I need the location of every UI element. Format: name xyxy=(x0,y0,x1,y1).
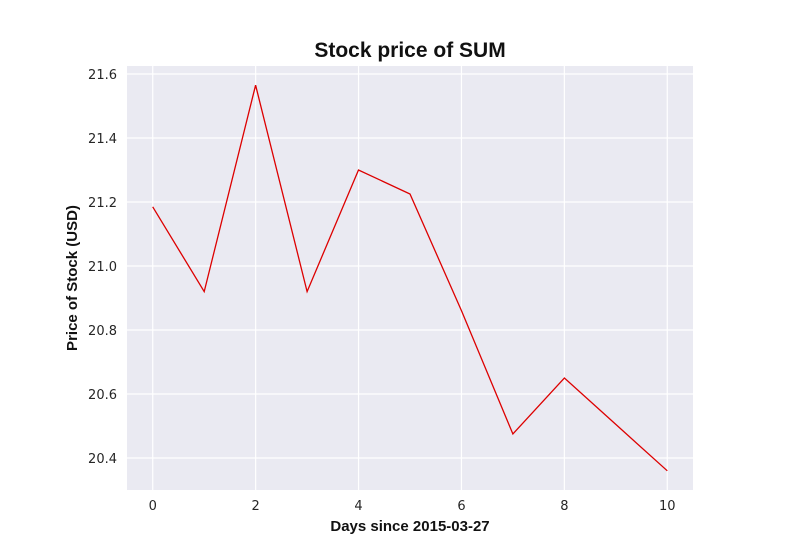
x-axis-label: Days since 2015-03-27 xyxy=(330,518,489,535)
x-tick-label: 8 xyxy=(560,499,568,514)
grid-lines xyxy=(127,66,693,490)
x-tick-label: 10 xyxy=(659,499,676,514)
x-tick-label: 0 xyxy=(149,499,157,514)
y-tick-label: 21.6 xyxy=(88,68,117,83)
chart-title: Stock price of SUM xyxy=(314,39,505,62)
plot-area xyxy=(127,66,693,490)
x-tick-label: 2 xyxy=(251,499,259,514)
y-tick-label: 21.0 xyxy=(88,260,117,275)
x-tick-label: 4 xyxy=(354,499,362,514)
y-axis-label: Price of Stock (USD) xyxy=(64,205,81,351)
y-tick-label: 21.4 xyxy=(88,132,117,147)
y-tick-label: 20.4 xyxy=(88,452,117,467)
x-tick-label: 6 xyxy=(457,499,465,514)
y-tick-label: 20.8 xyxy=(88,324,117,339)
y-tick-label: 21.2 xyxy=(88,196,117,211)
x-tick-labels: 0 2 4 6 8 10 xyxy=(149,499,676,514)
y-tick-label: 20.6 xyxy=(88,388,117,403)
y-tick-labels: 20.4 20.6 20.8 21.0 21.2 21.4 21.6 xyxy=(88,68,117,467)
series-line xyxy=(152,85,668,472)
